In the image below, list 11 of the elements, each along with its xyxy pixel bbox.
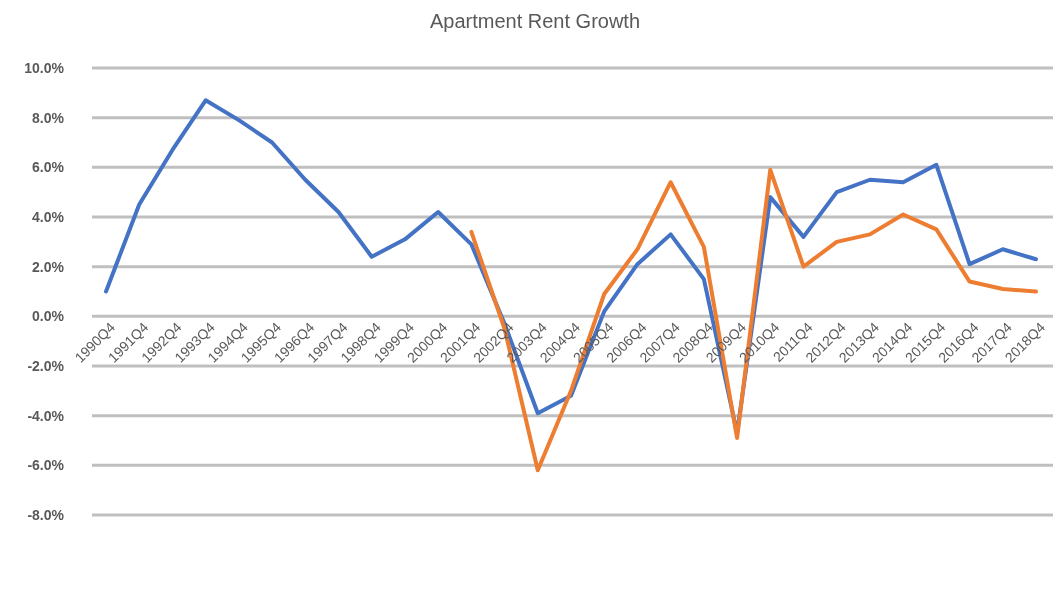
y-tick-label: -8.0% [27, 506, 65, 523]
y-tick-label: 0.0% [32, 308, 65, 325]
y-tick-label: 6.0% [32, 159, 65, 176]
y-tick-label: 2.0% [32, 258, 65, 275]
y-tick-label: -2.0% [27, 357, 65, 374]
y-tick-label: 10.0% [24, 59, 65, 76]
chart-title: Apartment Rent Growth [429, 10, 641, 32]
y-tick-label: 4.0% [32, 208, 65, 225]
y-tick-label: -4.0% [27, 407, 65, 424]
y-tick-label: 8.0% [32, 109, 65, 126]
y-tick-label: -6.0% [27, 457, 65, 474]
